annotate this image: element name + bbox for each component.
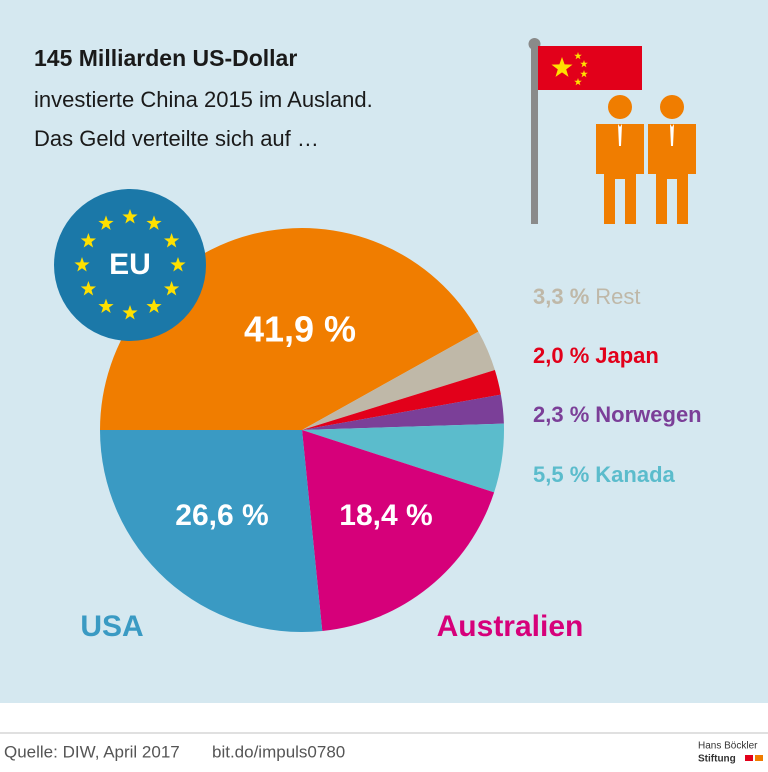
pie-slice <box>100 430 323 632</box>
star <box>146 298 162 313</box>
legend-value: 5,5 % <box>533 462 589 487</box>
star <box>170 257 186 272</box>
star <box>574 52 582 60</box>
eu-badge <box>54 189 206 341</box>
person-head <box>660 95 684 119</box>
pie-slice <box>302 370 501 430</box>
category-label: EU <box>109 248 151 281</box>
star <box>98 215 114 230</box>
legend-name: Norwegen <box>595 402 701 427</box>
category-label: Australien <box>437 610 584 643</box>
star <box>580 60 588 68</box>
logo-mark <box>755 755 763 761</box>
star <box>164 281 180 296</box>
people-icon <box>596 95 696 224</box>
star <box>164 233 180 248</box>
star <box>551 57 573 77</box>
logo-mark <box>745 755 753 761</box>
star <box>580 70 588 78</box>
legend-name: Rest <box>595 284 640 309</box>
flag-stars <box>551 52 588 86</box>
pie-slice <box>302 394 504 430</box>
pie-slice <box>302 331 495 430</box>
legend-entry: 2,0 % Japan <box>533 343 659 368</box>
legend-value: 2,3 % <box>533 402 589 427</box>
pie-slice <box>302 423 504 493</box>
source-link[interactable]: bit.do/impuls0780 <box>212 742 345 761</box>
labels: 41,9 % EU 3,3 % Rest 2,0 % Japan 2,3 % Norwegen… <box>80 248 701 643</box>
value-label: 41,9 % <box>244 309 356 350</box>
star <box>80 233 96 248</box>
star <box>122 209 138 224</box>
category-label: USA <box>80 610 143 643</box>
legend-name: Kanada <box>595 462 675 487</box>
star <box>122 305 138 320</box>
legend-entry: 3,3 % Rest <box>533 284 641 309</box>
legend-value: 2,0 % <box>533 343 589 368</box>
legend-name: Japan <box>595 343 659 368</box>
legend-value: 3,3 % <box>533 284 589 309</box>
eu-circle <box>54 189 206 341</box>
pie <box>100 228 504 632</box>
person-body <box>596 124 644 224</box>
pie-slice <box>302 430 495 631</box>
chart-title: 145 Milliarden US-Dollar <box>34 45 297 71</box>
star <box>574 78 582 86</box>
legend-entry: 2,3 % Norwegen <box>533 402 702 427</box>
publisher-logo: Hans Böckler <box>698 741 758 752</box>
eu-stars <box>74 209 186 320</box>
legend-entry: 5,5 % Kanada <box>533 462 676 487</box>
person-body <box>648 124 696 224</box>
flag-cloth <box>538 46 642 90</box>
chart-subtitle: Das Geld verteilte sich auf … <box>34 126 319 151</box>
value-label: 18,4 % <box>339 499 432 532</box>
source: Quelle: DIW, April 2017 <box>4 742 180 761</box>
person-head <box>608 95 632 119</box>
flag-pole <box>531 44 538 224</box>
star <box>74 257 90 272</box>
star <box>80 281 96 296</box>
footer-background <box>0 703 768 772</box>
value-label: 26,6 % <box>175 499 268 532</box>
publisher-logo: Stiftung <box>698 754 736 765</box>
star <box>98 298 114 313</box>
star <box>146 215 162 230</box>
flag-icon <box>528 38 642 224</box>
flag-knob <box>528 38 541 50</box>
chart-subtitle: investierte China 2015 im Ausland. <box>34 87 373 112</box>
